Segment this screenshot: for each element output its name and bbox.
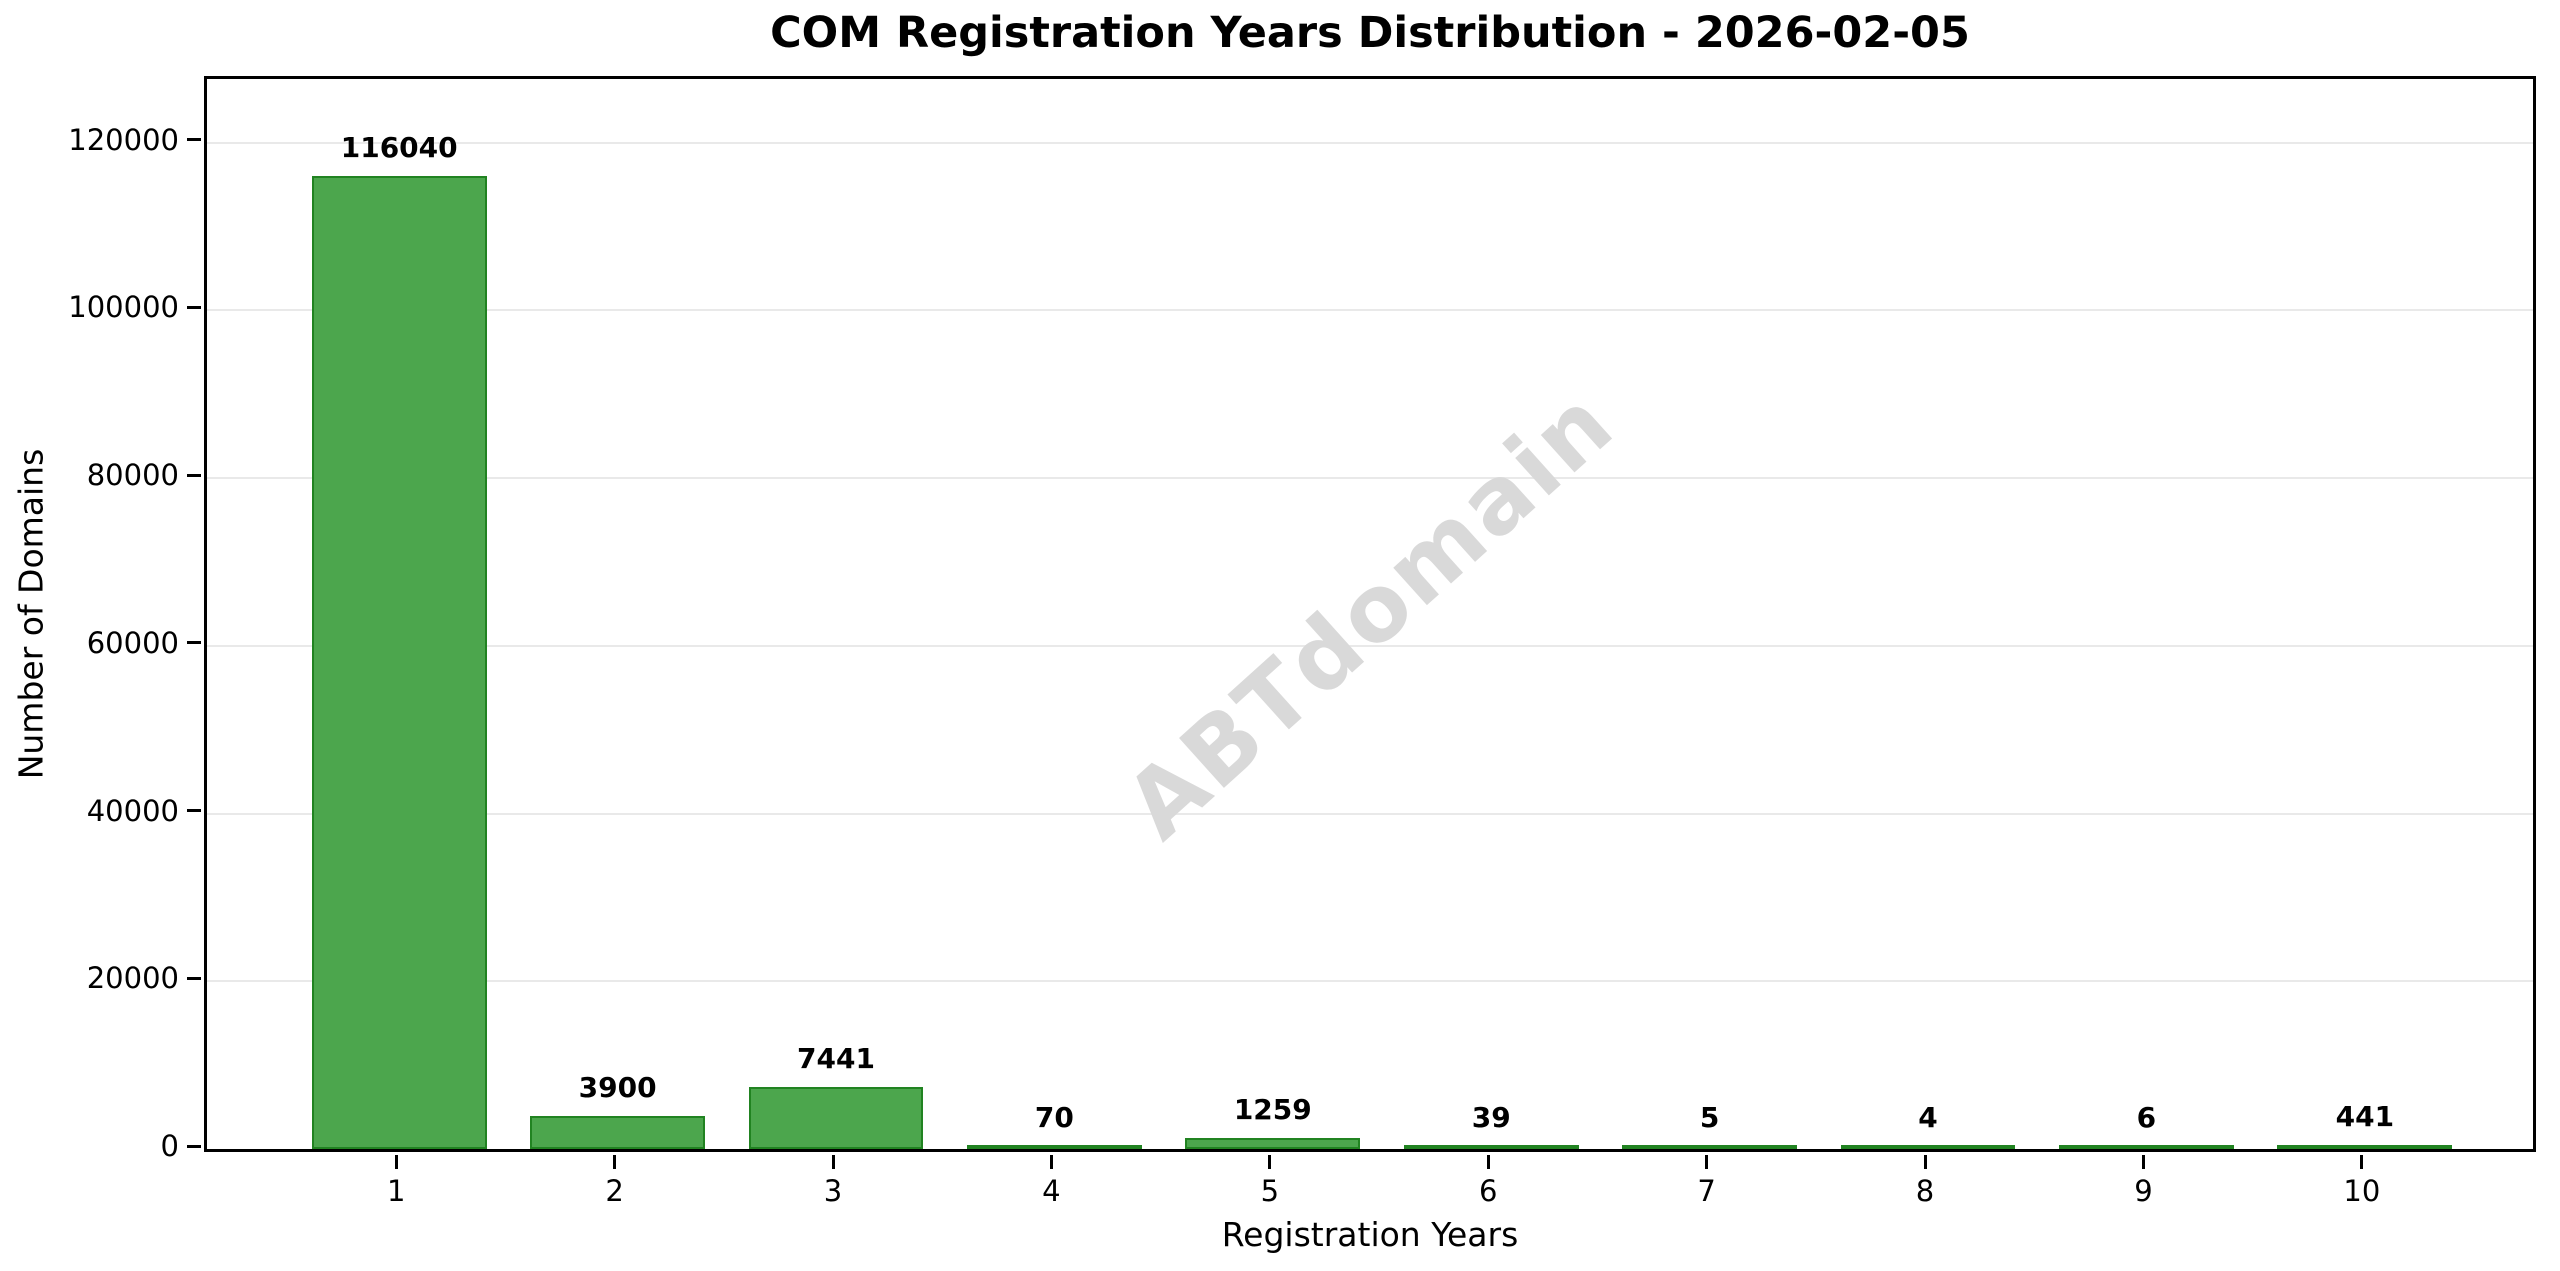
x-axis-label: Registration Years: [1221, 1215, 1519, 1254]
y-tick-label: 0: [160, 1129, 179, 1163]
y-tick-mark: [187, 809, 201, 813]
x-tick-label: 2: [605, 1174, 624, 1208]
y-tick-mark: [187, 1144, 201, 1148]
bar: [530, 1116, 705, 1149]
x-tick-mark: [1049, 1155, 1053, 1169]
gridline: [207, 309, 2533, 312]
y-tick-mark: [187, 473, 201, 477]
y-tick-label: 20000: [86, 961, 179, 996]
y-tick-label: 60000: [86, 625, 179, 660]
plot-area: ABTdomain 116040 3900 7441 70 1259 39 5 4 6 441: [204, 76, 2536, 1152]
bar: [2277, 1145, 2453, 1149]
x-tick-label: 4: [1042, 1174, 1061, 1208]
y-axis-ticks: 0 20000 40000 60000 80000 100000 120000: [68, 76, 2536, 1163]
x-axis-ticks: 1 2 3 4 5 6 7 8 9 10: [204, 76, 2536, 1208]
bar: [1185, 1138, 1361, 1149]
bar-value-label: 39: [1471, 1101, 1511, 1134]
bar-value-label: 116040: [340, 130, 458, 164]
bar: [1403, 1145, 1579, 1149]
x-tick-mark: [613, 1155, 617, 1169]
x-tick-mark: [1268, 1155, 1272, 1169]
bar-value-label: 1259: [1233, 1093, 1312, 1127]
bar-value-label: 7441: [797, 1041, 875, 1075]
y-axis-label: Number of Domains: [11, 448, 51, 780]
bars-layer: 116040 3900 7441 70 1259 39 5 4 6 441: [207, 79, 2533, 1149]
y-tick-label: 80000: [86, 458, 179, 493]
bar-value-label: 4: [1918, 1101, 1938, 1134]
x-tick-mark: [831, 1155, 835, 1169]
x-tick-mark: [1705, 1155, 1709, 1169]
bar-value-label: 70: [1034, 1101, 1074, 1134]
x-tick-mark: [2360, 1155, 2364, 1169]
x-tick-label: 8: [1915, 1174, 1935, 1208]
x-tick-label: 7: [1697, 1174, 1716, 1208]
bar-value-label: 6: [2136, 1101, 2157, 1134]
y-tick-label: 100000: [68, 290, 179, 325]
gridline: [207, 644, 2533, 647]
gridline: [207, 477, 2533, 480]
y-tick-mark: [187, 976, 201, 980]
gridline: [207, 812, 2533, 815]
plot-wrap: ABTdomain 116040 3900 7441 70 1259 39 5 4 6 441 1…: [68, 76, 2536, 1208]
y-tick-label: 40000: [86, 793, 179, 828]
bar: [311, 175, 487, 1149]
gridline: [207, 141, 2533, 144]
y-tick-label: 120000: [68, 122, 179, 157]
x-tick-mark: [394, 1155, 398, 1169]
bar-value-label: 3900: [578, 1071, 657, 1105]
x-tick-label: 5: [1260, 1174, 1280, 1208]
x-tick-mark: [1486, 1155, 1490, 1169]
bar: [967, 1145, 1142, 1149]
x-tick-label: 6: [1478, 1174, 1498, 1208]
bar: [1622, 1145, 1797, 1149]
x-tick-label: 1: [386, 1174, 406, 1208]
chart-title: COM Registration Years Distribution - 20…: [770, 8, 1970, 58]
bar: [1840, 1145, 2016, 1149]
y-tick-mark: [187, 305, 201, 309]
y-tick-mark: [187, 641, 201, 645]
gridlines-layer: [207, 79, 2533, 1149]
bar: [748, 1086, 924, 1149]
y-tick-mark: [187, 138, 201, 142]
x-tick-label: 10: [2343, 1174, 2381, 1208]
x-tick-mark: [2141, 1155, 2145, 1169]
x-tick-mark: [1923, 1155, 1927, 1169]
x-tick-label: 9: [2134, 1174, 2153, 1208]
bar-value-label: 441: [2335, 1100, 2395, 1134]
gridline: [207, 980, 2533, 983]
bar: [2059, 1145, 2234, 1149]
x-tick-label: 3: [823, 1174, 843, 1208]
bar-value-label: 5: [1699, 1101, 1720, 1134]
